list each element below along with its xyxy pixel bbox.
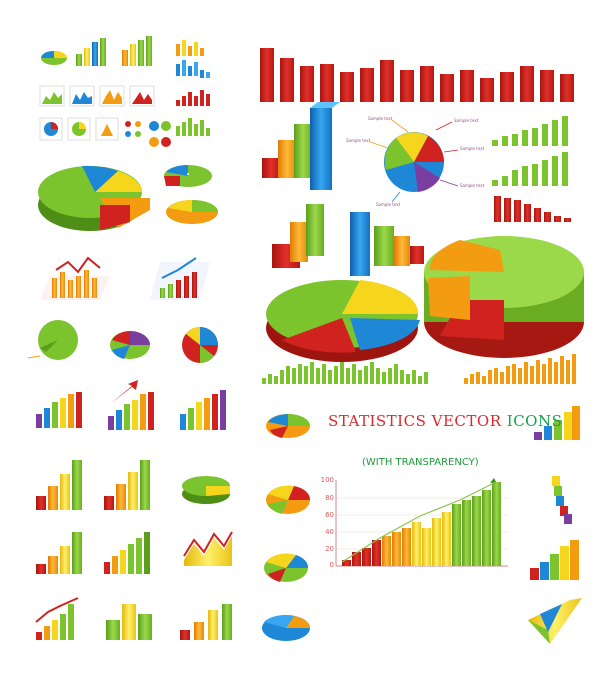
step-pie-3d xyxy=(182,476,230,504)
pie-label-6: Sample text xyxy=(376,202,401,207)
area-chart-cards xyxy=(39,85,155,107)
axis-tick-100: 100 xyxy=(320,476,334,484)
red-bar-stairs-down xyxy=(494,196,571,222)
right-bar-icon-1 xyxy=(534,406,580,440)
main-bar-chart xyxy=(335,478,508,567)
small-pie-charts-right xyxy=(164,165,218,224)
axis-tick-80: 80 xyxy=(325,494,334,502)
pie-label-3: Sample text xyxy=(454,118,479,123)
mini-pie-4 xyxy=(262,615,310,641)
axis-tick-20: 20 xyxy=(325,545,334,553)
large-pie-chart-left xyxy=(38,165,150,231)
bullet-icons xyxy=(125,121,171,147)
step-bars-8 xyxy=(106,604,152,640)
small-pie-icon xyxy=(41,51,67,65)
title-part-statistics: STATISTICS VECTOR xyxy=(328,412,502,430)
axis-tick-0: 0 xyxy=(329,561,334,569)
thin-green-bars xyxy=(262,362,428,384)
3d-bars-mixed xyxy=(272,204,424,276)
step-bars-4 xyxy=(36,532,82,574)
zigzag-chart xyxy=(183,531,233,566)
pie-cards xyxy=(39,117,119,141)
large-pie-chart-right xyxy=(424,236,584,358)
pie-label-4: Sample text xyxy=(460,146,485,151)
right-pyramid-icon xyxy=(528,598,582,644)
right-bar-icon-2 xyxy=(552,476,572,524)
small-bar-icon-6 xyxy=(176,118,210,136)
pie-label-5: Sample text xyxy=(460,183,485,188)
pie-label-2: Sample text xyxy=(368,116,393,121)
small-bar-icon-1 xyxy=(76,38,106,66)
step-bars-5 xyxy=(104,532,150,574)
step-bars-9 xyxy=(180,604,232,640)
grid-bar-chart-1 xyxy=(40,256,110,300)
step-bars-7 xyxy=(35,597,79,640)
thin-orange-bars xyxy=(464,354,576,384)
small-bar-icon-3 xyxy=(176,40,204,56)
mini-pie-1 xyxy=(266,414,310,438)
red-bar-row xyxy=(260,48,574,102)
3d-bar-chart-large xyxy=(262,102,340,190)
grid-bar-chart-2 xyxy=(150,257,210,300)
top-right-mini-pie xyxy=(187,173,189,175)
mini-pie-3 xyxy=(264,553,309,582)
rainbow-bars-1 xyxy=(36,392,82,428)
pie-chart-labeled-3 xyxy=(182,327,218,363)
small-bar-icon-2 xyxy=(122,36,152,66)
rainbow-bars-3 xyxy=(180,390,226,430)
rainbow-bars-2 xyxy=(108,380,154,430)
right-bar-icon-3 xyxy=(530,540,579,580)
large-pie-chart-center xyxy=(266,280,420,362)
pie-chart-labeled-1 xyxy=(27,320,78,360)
pie-chart-labeled-2 xyxy=(110,331,150,359)
axis-tick-60: 60 xyxy=(325,511,334,519)
title-part-icons: ICONS xyxy=(506,412,563,430)
mini-pie-2 xyxy=(266,485,311,514)
subtitle: (WITH TRANSPARENCY) xyxy=(362,457,479,468)
small-bar-icon-4 xyxy=(176,60,210,78)
pie-label-1: Sample text xyxy=(346,138,371,143)
green-bar-stairs xyxy=(492,116,568,186)
step-bars-1 xyxy=(36,460,82,510)
page-title: STATISTICS VECTOR ICONS xyxy=(328,412,562,430)
small-bar-icon-5 xyxy=(176,90,210,106)
pie-chart-with-labels xyxy=(369,119,459,203)
step-bars-2 xyxy=(104,460,150,510)
axis-tick-40: 40 xyxy=(325,528,334,536)
